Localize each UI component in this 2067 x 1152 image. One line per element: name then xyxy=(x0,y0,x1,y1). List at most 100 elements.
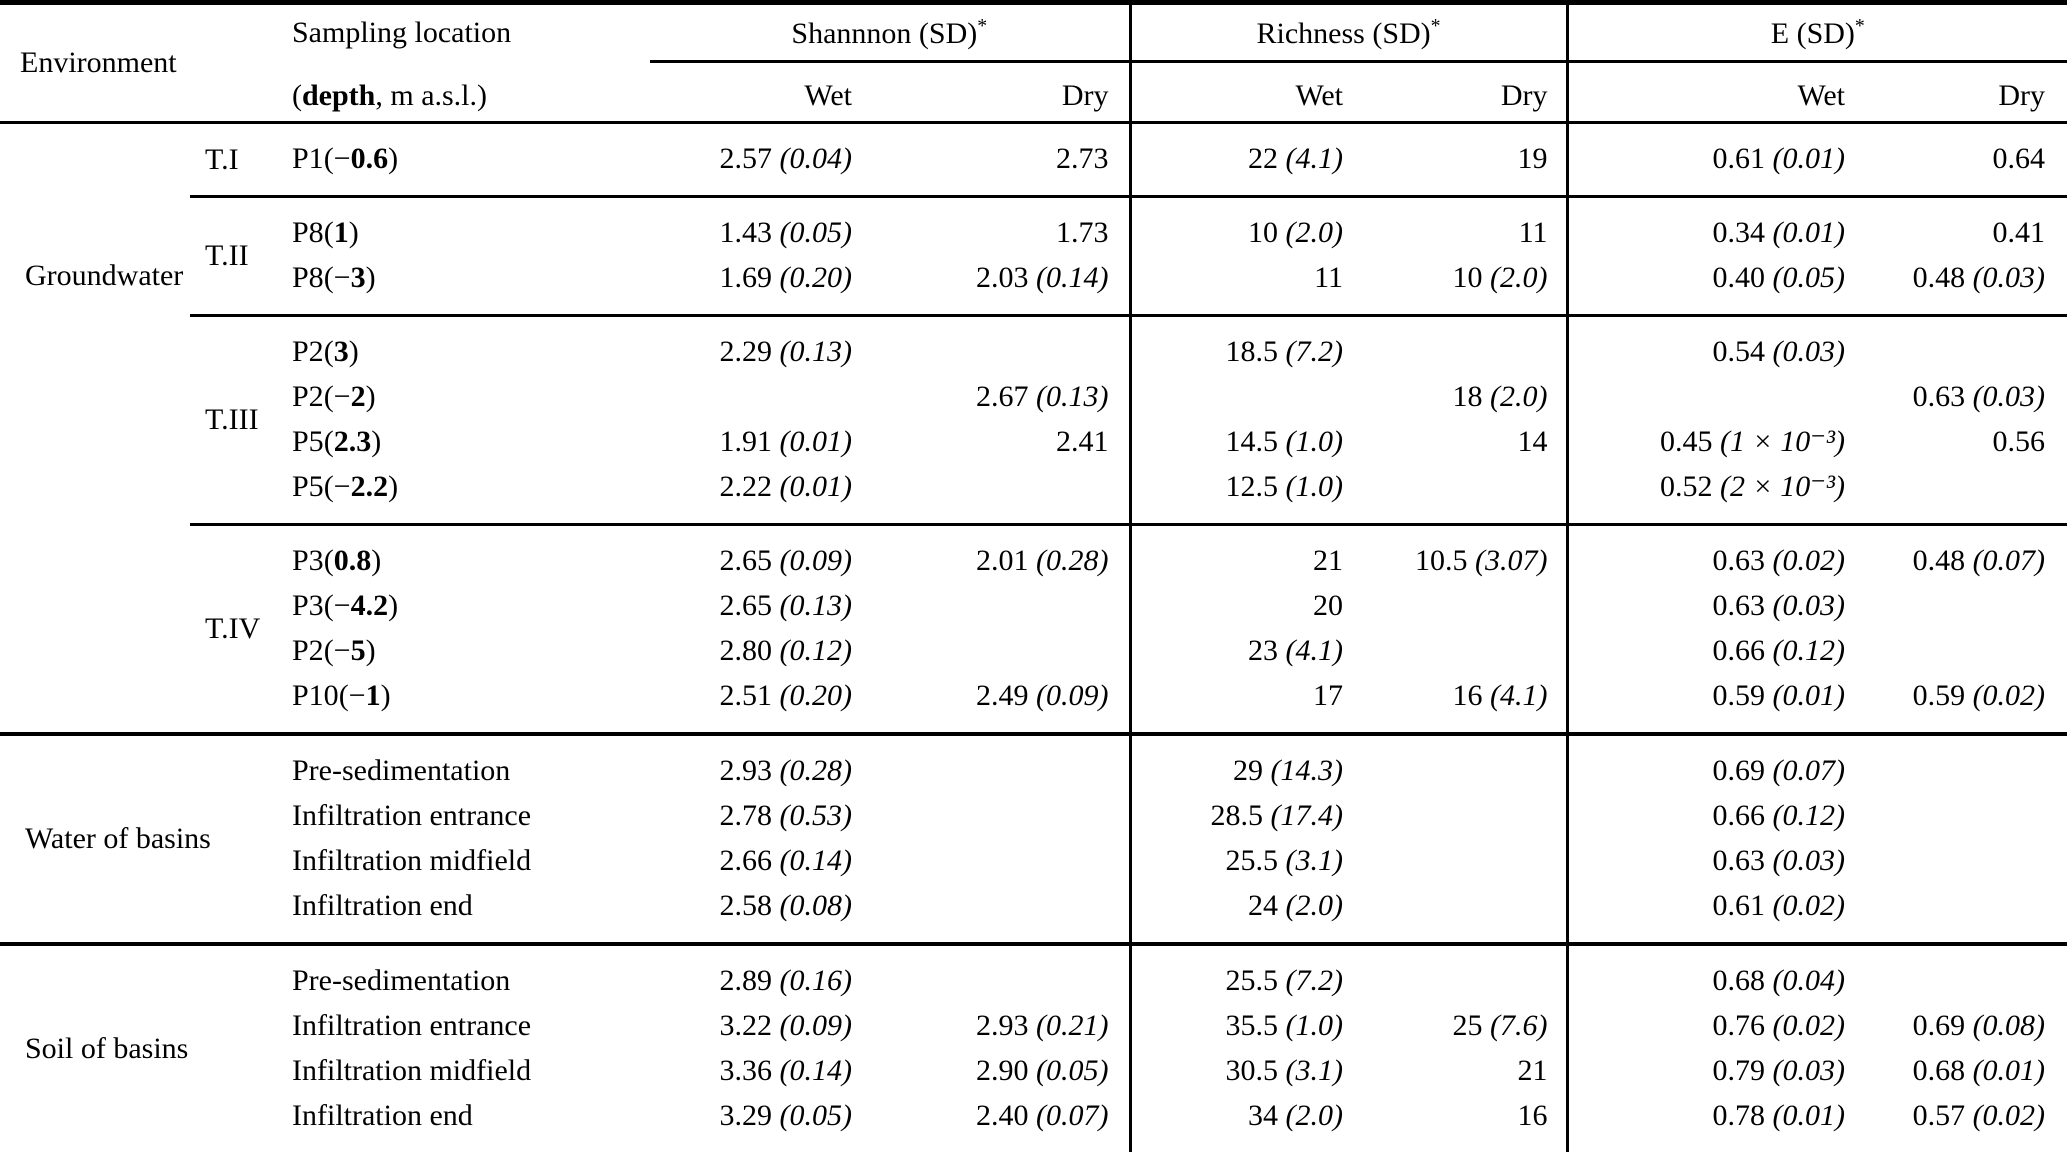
cell-shannon-dry xyxy=(870,732,1132,793)
cell-shannon-dry xyxy=(870,583,1132,628)
sd-value: (0.02) xyxy=(1972,678,2046,712)
cell-richness-dry xyxy=(1355,838,1569,883)
cell-richness-wet: 29 (14.3) xyxy=(1130,732,1356,793)
sd-value: (3.1) xyxy=(1285,843,1344,877)
cell-richness-dry: 16 (4.1) xyxy=(1355,673,1569,734)
table-row: P2(−5) 2.80 (0.12) 23 (4.1) 0.66 (0.12) xyxy=(0,628,2067,673)
cell-richness-dry: 11 xyxy=(1355,195,1569,255)
cell-evenness-wet: 0.78 (0.01) xyxy=(1712,1098,1846,1132)
table-row: Water of basins Pre-sedimentation 2.93 (0.… xyxy=(0,732,2067,944)
sd-value: (0.03) xyxy=(1772,588,1846,622)
environment-label: Soil of basins xyxy=(0,942,190,1152)
sd-value: (0.14) xyxy=(779,843,852,877)
sd-value: (0.03) xyxy=(1972,379,2046,413)
cell-richness-wet: 34 (2.0) xyxy=(1248,1098,1344,1132)
cell-shannon-wet: 1.69 (0.20) xyxy=(719,260,852,294)
cell-evenness-wet: 0.54 (0.03) xyxy=(1567,314,1858,374)
cell-shannon-wet: 3.29 (0.05) xyxy=(719,1098,852,1132)
cell-richness-wet: 14.5 (1.0) xyxy=(1225,424,1344,458)
sd-value: (0.13) xyxy=(1036,379,1109,413)
sd-value: (0.12) xyxy=(779,633,852,667)
cell-richness-wet: 25.5 (7.2) xyxy=(1130,942,1356,1003)
table-row: T.II P8(1) 1.43 (0.05) 1.73 10 (2.0) 11 0.34 (… xyxy=(0,195,2067,316)
cell-shannon-dry xyxy=(870,464,1132,525)
cell-evenness-wet: 0.61 (0.02) xyxy=(1712,888,1846,922)
table-body: Groundwater T.I P1(−0.6) 2.57 (0.04) 2.73 22 … xyxy=(0,122,2067,1152)
cell-richness-wet: 24 (2.0) xyxy=(1248,888,1344,922)
sd-value: (2 × 10⁻³) xyxy=(1719,470,1846,503)
sd-value: (0.03) xyxy=(1772,843,1846,877)
cell-shannon-wet: 2.66 (0.14) xyxy=(719,843,852,877)
cell-richness-wet: 10 (2.0) xyxy=(1130,195,1356,255)
cell-evenness-dry: 0.41 xyxy=(1857,195,2067,255)
depth-value: 1 xyxy=(333,215,349,249)
cell-richness-dry xyxy=(1355,883,1569,944)
cell-evenness-dry: 0.63 (0.03) xyxy=(1912,379,2046,413)
table-header: Environment Sampling location Shannnon (… xyxy=(0,2,2067,123)
table-row: Infiltration midfield 2.66 (0.14) 25.5 (3.… xyxy=(0,838,2067,883)
footnote-asterisk: * xyxy=(977,14,988,37)
sd-value: (0.02) xyxy=(1772,888,1846,922)
cell-evenness-dry: 0.48 (0.07) xyxy=(1857,523,2067,583)
cell-shannon-dry xyxy=(870,838,1132,883)
header-row-groups: Environment Sampling location Shannnon (… xyxy=(0,2,2067,79)
sd-value: (0.09) xyxy=(779,1008,852,1042)
cell-evenness-wet xyxy=(1567,374,1857,419)
column-header-sampling-location: Sampling location xyxy=(292,16,512,50)
sd-value: (0.07) xyxy=(1972,543,2046,577)
cell-evenness-dry xyxy=(1857,314,2067,374)
sd-value: (0.09) xyxy=(779,543,852,577)
cell-shannon-dry: 2.90 (0.05) xyxy=(870,1048,1132,1093)
sd-value: (0.08) xyxy=(779,888,852,922)
cell-evenness-wet: 0.63 (0.03) xyxy=(1712,843,1846,877)
depth-value: 5 xyxy=(350,633,366,667)
sd-value: (0.05) xyxy=(1772,260,1846,294)
sd-value: (0.04) xyxy=(779,141,852,175)
sd-value: (0.07) xyxy=(1036,1098,1109,1132)
cell-shannon-dry: 2.49 (0.09) xyxy=(870,673,1132,734)
table-row: P10(−1) 2.51 (0.20) 2.49 (0.09) 17 16 (4.1) 0… xyxy=(0,673,2067,734)
depth-prefix: ( xyxy=(292,79,302,112)
sampling-location: Infiltration end xyxy=(292,1098,473,1132)
sd-value: (3.07) xyxy=(1475,543,1548,577)
sampling-location: P2(−5) xyxy=(292,633,376,667)
cell-richness-dry xyxy=(1355,732,1569,793)
column-header-evenness-wet: Wet xyxy=(1797,79,1846,112)
cell-richness-dry: 14 xyxy=(1355,419,1569,464)
cell-evenness-wet: 0.66 (0.12) xyxy=(1712,633,1846,667)
sd-value: (0.13) xyxy=(779,588,852,622)
column-group-evenness: E (SD)* xyxy=(1567,2,2067,63)
cell-richness-dry xyxy=(1355,793,1569,838)
cell-shannon-wet: 2.58 (0.08) xyxy=(719,888,852,922)
environment-label: Water of basins xyxy=(0,732,211,944)
sd-value: (3.1) xyxy=(1285,1053,1344,1087)
sd-value: (1.0) xyxy=(1285,1008,1344,1042)
sd-value: (7.2) xyxy=(1285,963,1344,997)
transect-label xyxy=(190,942,290,1152)
cell-shannon-dry xyxy=(870,883,1132,944)
table-row: Infiltration entrance 3.22 (0.09) 2.93 (0.… xyxy=(0,1003,2067,1048)
cell-evenness-wet: 0.40 (0.05) xyxy=(1712,260,1846,294)
cell-shannon-wet: 3.22 (0.09) xyxy=(719,1008,852,1042)
cell-evenness-dry: 0.69 (0.08) xyxy=(1912,1008,2046,1042)
cell-shannon-wet: 1.43 (0.05) xyxy=(650,195,870,255)
cell-shannon-wet: 2.93 (0.28) xyxy=(650,732,870,793)
depth-value: 2.2 xyxy=(350,469,389,503)
cell-evenness-dry: 0.56 xyxy=(1992,424,2046,458)
depth-value: 2 xyxy=(350,379,366,413)
cell-shannon-wet: 2.65 (0.09) xyxy=(650,523,870,583)
cell-richness-dry xyxy=(1355,464,1569,525)
cell-evenness-dry xyxy=(1857,942,2067,1003)
sd-value: (0.01) xyxy=(1772,1098,1846,1132)
cell-evenness-dry xyxy=(1857,732,2067,793)
depth-value: 0.8 xyxy=(333,543,372,577)
sd-value: (0.01) xyxy=(779,424,852,458)
cell-richness-dry: 25 (7.6) xyxy=(1355,1003,1569,1048)
sd-value: (7.6) xyxy=(1490,1008,1548,1042)
cell-evenness-wet: 0.76 (0.02) xyxy=(1712,1008,1846,1042)
cell-shannon-dry: 2.67 (0.13) xyxy=(870,374,1132,419)
cell-shannon-wet: 2.78 (0.53) xyxy=(719,798,852,832)
column-header-shannon-wet: Wet xyxy=(804,79,852,112)
sampling-location: P3(−4.2) xyxy=(292,588,399,622)
